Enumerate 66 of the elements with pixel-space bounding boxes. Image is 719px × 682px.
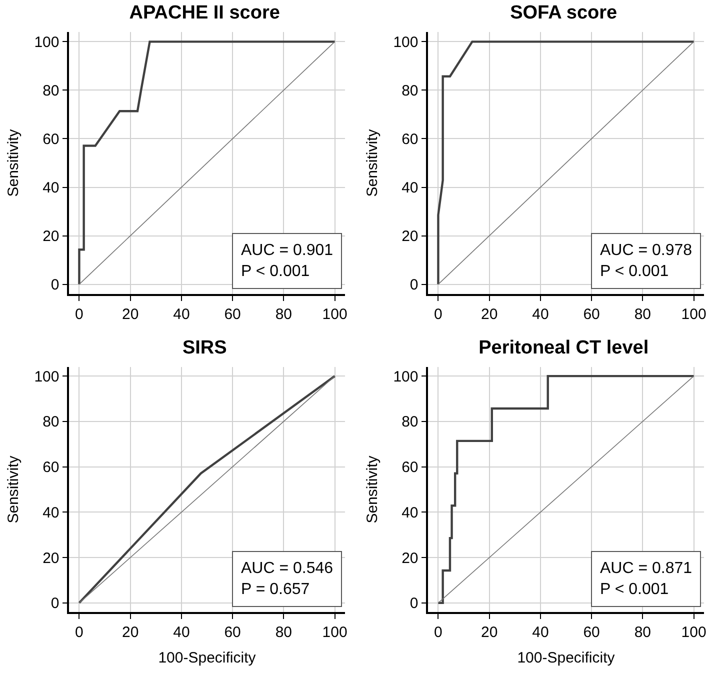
chart-title: APACHE II score	[129, 2, 280, 24]
y-tick-label: 60	[402, 130, 418, 148]
annotation: P < 0.001	[600, 262, 669, 280]
annotation: P = 0.657	[241, 580, 310, 598]
y-tick-label: 100	[34, 34, 60, 51]
y-tick-label: 20	[402, 228, 418, 246]
x-tick-label: 0	[434, 624, 442, 641]
annotation: P < 0.001	[241, 262, 310, 280]
x-tick-label: 60	[583, 624, 600, 641]
x-tick-label: 60	[224, 306, 241, 323]
chart-title: SOFA score	[510, 2, 618, 24]
y-tick-label: 60	[42, 459, 60, 476]
annotation: AUC = 0.546	[241, 560, 334, 577]
y-tick-label: 40	[402, 180, 418, 197]
y-tick-label: 100	[393, 368, 418, 386]
x-tick-label: 80	[275, 624, 292, 641]
y-tick-label: 80	[42, 414, 60, 431]
x-axis-title: 100-Specificity	[517, 649, 616, 666]
y-axis-title: Sensitivity	[364, 128, 381, 197]
x-tick-label: 80	[634, 306, 652, 323]
y-tick-label: 0	[410, 595, 418, 612]
x-tick-label: 0	[434, 306, 442, 323]
annotation: AUC = 0.901	[241, 242, 334, 259]
x-tick-label: 60	[224, 624, 241, 641]
annotation: AUC = 0.871	[600, 560, 692, 577]
y-tick-label: 20	[402, 550, 418, 567]
x-tick-label: 100	[322, 306, 348, 323]
x-tick-label: 0	[75, 306, 84, 323]
y-tick-label: 60	[42, 130, 60, 148]
x-tick-label: 40	[532, 306, 549, 323]
x-tick-label: 100	[681, 306, 706, 323]
x-tick-label: 20	[480, 624, 498, 641]
chart-title: Peritoneal CT level	[478, 337, 649, 358]
y-axis-title: Sensitivity	[4, 128, 22, 197]
annotation: P < 0.001	[600, 580, 669, 598]
y-tick-label: 100	[393, 34, 418, 51]
y-tick-label: 0	[410, 276, 418, 294]
y-tick-label: 60	[402, 459, 418, 476]
y-tick-label: 100	[34, 368, 60, 386]
y-tick-label: 0	[50, 276, 60, 294]
y-tick-label: 40	[42, 180, 60, 197]
x-tick-label: 20	[122, 624, 139, 641]
y-tick-label: 80	[402, 82, 418, 100]
x-tick-label: 100	[681, 624, 706, 641]
y-tick-label: 80	[402, 414, 418, 431]
x-tick-label: 40	[532, 624, 549, 641]
y-axis-title: Sensitivity	[364, 455, 381, 524]
x-tick-label: 20	[480, 306, 498, 323]
x-tick-label: 40	[173, 624, 190, 641]
x-tick-label: 80	[275, 306, 292, 323]
x-tick-label: 0	[75, 624, 84, 641]
y-tick-label: 20	[42, 228, 60, 246]
x-tick-label: 20	[122, 306, 139, 323]
y-tick-label: 40	[402, 504, 418, 522]
x-axis-title: 100-Specificity	[158, 649, 256, 666]
y-tick-label: 0	[50, 595, 60, 612]
y-tick-label: 20	[42, 550, 60, 567]
y-axis-title: Sensitivity	[4, 455, 22, 524]
annotation: AUC = 0.978	[600, 242, 692, 259]
chart-title: SIRS	[182, 337, 227, 358]
x-tick-label: 60	[583, 306, 600, 323]
y-tick-label: 80	[42, 82, 60, 100]
x-tick-label: 80	[634, 624, 652, 641]
x-tick-label: 40	[173, 306, 190, 323]
x-tick-label: 100	[322, 624, 348, 641]
y-tick-label: 40	[42, 504, 60, 522]
